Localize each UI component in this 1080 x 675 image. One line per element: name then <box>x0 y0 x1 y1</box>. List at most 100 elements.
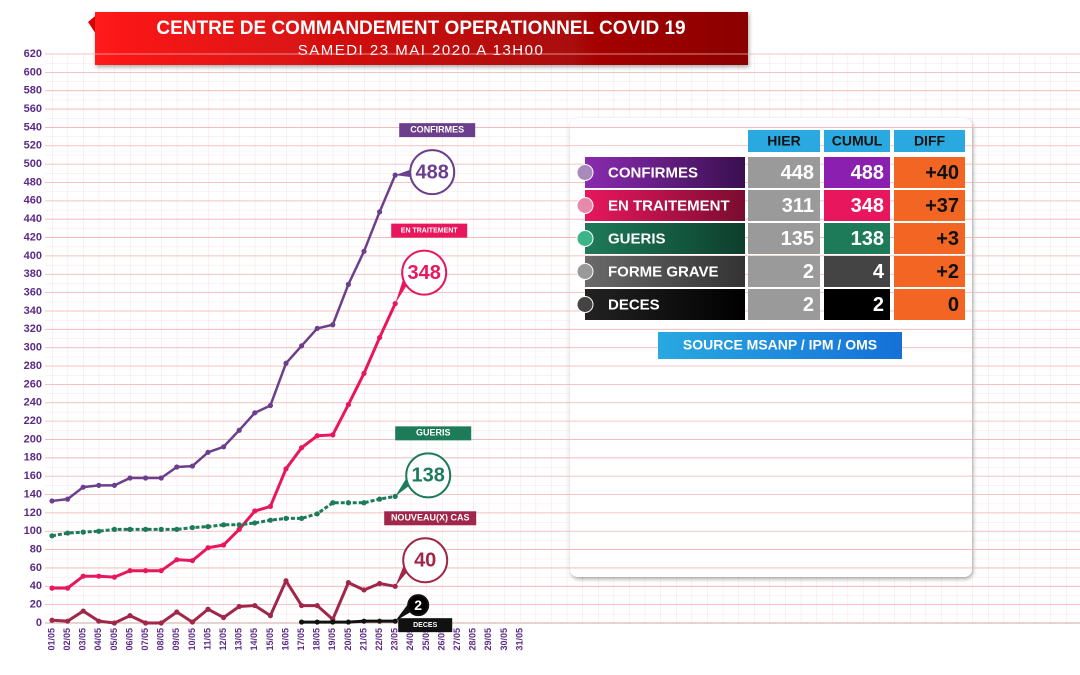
series-point <box>345 500 351 506</box>
y-tick-label: 460 <box>24 195 42 207</box>
value-cell <box>748 223 820 254</box>
series-point <box>345 401 351 408</box>
series-point <box>392 583 398 589</box>
series-point <box>221 444 227 450</box>
series-point <box>143 475 149 481</box>
y-tick-label: 40 <box>30 580 42 592</box>
y-tick-label: 620 <box>24 48 42 60</box>
series-point <box>361 618 367 624</box>
series-point <box>377 209 383 215</box>
x-tick-label: 09/05 <box>171 628 181 651</box>
x-tick-label: 29/05 <box>483 628 493 651</box>
y-tick-label: 540 <box>24 121 42 133</box>
y-tick-label: 560 <box>24 103 42 115</box>
value-text: 2 <box>873 294 884 316</box>
y-tick-label: 300 <box>24 342 42 354</box>
value-text: 2 <box>803 261 814 283</box>
value-cell <box>748 256 820 287</box>
series-point <box>299 619 305 625</box>
series-point <box>189 463 195 469</box>
value-cell <box>824 256 890 287</box>
series-point <box>205 606 211 612</box>
series-line <box>51 494 396 538</box>
value-cell <box>894 157 965 188</box>
x-tick-label: 04/05 <box>93 628 103 651</box>
series-point <box>299 515 305 521</box>
value-text: 448 <box>781 162 814 184</box>
y-tick-label: 520 <box>24 140 42 152</box>
value-cell <box>824 190 890 221</box>
x-tick-label: 05/05 <box>109 628 119 651</box>
series-point <box>111 482 117 488</box>
value-cell <box>824 289 890 320</box>
callout-name: NOUVEAU(X) CAS <box>391 513 470 523</box>
series-point <box>377 580 383 587</box>
series-point <box>158 475 164 481</box>
series-point <box>267 402 273 409</box>
header-label: CUMUL <box>832 133 883 149</box>
value-text: +2 <box>936 261 959 283</box>
row-label-cell <box>585 157 745 188</box>
value-text: 348 <box>851 195 884 217</box>
y-tick-label: 240 <box>24 397 42 409</box>
x-tick-label: 24/05 <box>405 628 415 651</box>
x-tick-label: 26/05 <box>436 628 446 651</box>
series-point <box>96 482 102 488</box>
series-point <box>361 500 367 506</box>
x-tick-label: 08/05 <box>156 628 166 651</box>
callout-name: CONFIRMES <box>410 125 464 135</box>
series-point <box>221 522 227 528</box>
series-point <box>65 585 71 591</box>
y-tick-label: 600 <box>24 66 42 78</box>
callout-tag <box>395 426 472 441</box>
series-point <box>127 613 133 619</box>
row-label-cell <box>585 190 745 221</box>
x-tick-label: 18/05 <box>312 628 322 651</box>
series-point <box>205 449 211 455</box>
y-tick-label: 500 <box>24 158 42 170</box>
value-cell <box>894 256 965 287</box>
y-tick-label: 280 <box>24 360 42 372</box>
series-point <box>330 619 336 625</box>
y-tick-label: 200 <box>24 433 42 445</box>
row-label-cell <box>585 289 745 320</box>
value-cell <box>894 190 965 221</box>
callout-tag <box>398 618 453 633</box>
x-tick-label: 21/05 <box>358 628 368 651</box>
x-tick-label: 03/05 <box>78 628 88 651</box>
y-tick-label: 100 <box>24 525 42 537</box>
series-point <box>252 410 258 416</box>
y-tick-label: 440 <box>24 213 42 225</box>
value-text: 4 <box>873 261 885 283</box>
series-point <box>314 619 320 625</box>
y-tick-label: 80 <box>30 543 42 555</box>
callout-bubble <box>401 249 448 296</box>
series-point <box>283 578 289 584</box>
series-point <box>111 620 117 626</box>
row-dot <box>576 230 594 247</box>
series-point <box>80 573 86 579</box>
series-point <box>80 529 86 535</box>
series-point <box>299 445 305 451</box>
row-label: EN TRAITEMENT <box>608 197 730 214</box>
series-point <box>111 574 117 580</box>
y-tick-label: 260 <box>24 378 42 390</box>
series-point <box>143 568 149 574</box>
y-tick-label: 180 <box>24 452 42 464</box>
callout-value: 488 <box>416 161 449 183</box>
y-tick-label: 480 <box>24 176 42 188</box>
row-label-cell <box>585 223 745 254</box>
source-text: SOURCE MSANP / IPM / OMS <box>683 337 877 353</box>
x-tick-label: 20/05 <box>343 628 353 651</box>
value-text: +40 <box>925 162 959 184</box>
series-point <box>174 557 180 563</box>
series-point <box>236 427 242 433</box>
x-tick-label: 11/05 <box>202 628 212 650</box>
x-tick-label: 17/05 <box>296 628 306 651</box>
value-cell <box>894 289 965 320</box>
y-tick-label: 320 <box>24 323 42 335</box>
header-cell <box>748 130 820 152</box>
callout-bubble <box>409 149 456 196</box>
series-point <box>65 530 71 536</box>
